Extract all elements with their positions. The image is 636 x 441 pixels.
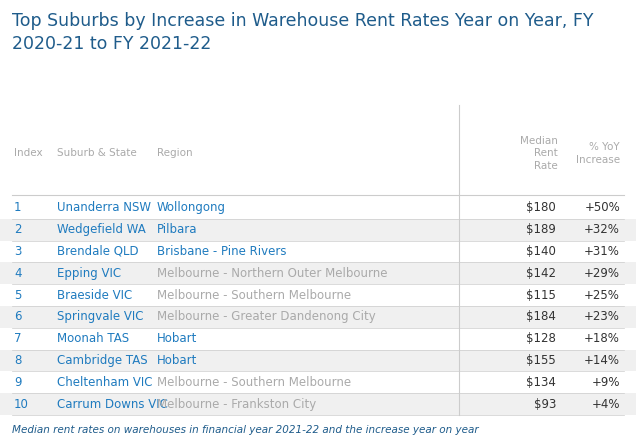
Text: $142: $142 — [526, 267, 556, 280]
Text: $128: $128 — [526, 332, 556, 345]
Text: +29%: +29% — [584, 267, 620, 280]
Text: Brisbane - Pine Rivers: Brisbane - Pine Rivers — [157, 245, 286, 258]
Text: Wedgefield WA: Wedgefield WA — [57, 223, 146, 236]
Text: +23%: +23% — [584, 310, 620, 323]
Text: Melbourne - Northern Outer Melbourne: Melbourne - Northern Outer Melbourne — [157, 267, 387, 280]
Text: Median
Rent
Rate: Median Rent Rate — [520, 136, 558, 171]
Text: 5: 5 — [14, 288, 22, 302]
Text: 7: 7 — [14, 332, 22, 345]
Text: Moonah TAS: Moonah TAS — [57, 332, 129, 345]
Text: 10: 10 — [14, 398, 29, 411]
Text: $155: $155 — [526, 354, 556, 367]
Text: 9: 9 — [14, 376, 22, 389]
Text: Region: Region — [157, 149, 193, 158]
Bar — [0, 219, 636, 241]
Text: +50%: +50% — [584, 202, 620, 214]
Bar — [0, 262, 636, 284]
Text: 6: 6 — [14, 310, 22, 323]
Text: Suburb & State: Suburb & State — [57, 149, 137, 158]
Text: Unanderra NSW: Unanderra NSW — [57, 202, 151, 214]
Text: $180: $180 — [526, 202, 556, 214]
Text: Hobart: Hobart — [157, 332, 197, 345]
Text: $115: $115 — [526, 288, 556, 302]
Text: $189: $189 — [526, 223, 556, 236]
Text: $134: $134 — [526, 376, 556, 389]
Text: Hobart: Hobart — [157, 354, 197, 367]
Text: +18%: +18% — [584, 332, 620, 345]
Text: Cheltenham VIC: Cheltenham VIC — [57, 376, 153, 389]
Bar — [0, 306, 636, 328]
Text: +31%: +31% — [584, 245, 620, 258]
Bar — [0, 350, 636, 371]
Bar — [0, 371, 636, 393]
Bar — [0, 241, 636, 262]
Text: +32%: +32% — [584, 223, 620, 236]
Text: 8: 8 — [14, 354, 22, 367]
Text: $140: $140 — [526, 245, 556, 258]
Text: Wollongong: Wollongong — [157, 202, 226, 214]
Text: Cambridge TAS: Cambridge TAS — [57, 354, 148, 367]
Text: $184: $184 — [526, 310, 556, 323]
Text: Brendale QLD: Brendale QLD — [57, 245, 139, 258]
Text: Braeside VIC: Braeside VIC — [57, 288, 132, 302]
Text: 2: 2 — [14, 223, 22, 236]
Text: Epping VIC: Epping VIC — [57, 267, 121, 280]
Text: +25%: +25% — [584, 288, 620, 302]
Text: 1: 1 — [14, 202, 22, 214]
Text: +9%: +9% — [591, 376, 620, 389]
Text: Melbourne - Southern Melbourne: Melbourne - Southern Melbourne — [157, 376, 351, 389]
Text: % YoY
Increase: % YoY Increase — [576, 142, 620, 164]
Text: Melbourne - Southern Melbourne: Melbourne - Southern Melbourne — [157, 288, 351, 302]
Text: +14%: +14% — [584, 354, 620, 367]
Text: 3: 3 — [14, 245, 22, 258]
Text: Pilbara: Pilbara — [157, 223, 198, 236]
Text: Melbourne - Greater Dandenong City: Melbourne - Greater Dandenong City — [157, 310, 376, 323]
Text: Median rent rates on warehouses in financial year 2021-22 and the increase year : Median rent rates on warehouses in finan… — [12, 425, 479, 435]
Text: 4: 4 — [14, 267, 22, 280]
Bar — [0, 328, 636, 350]
Text: Springvale VIC: Springvale VIC — [57, 310, 144, 323]
Text: Index: Index — [14, 149, 43, 158]
Text: +4%: +4% — [591, 398, 620, 411]
Text: $93: $93 — [534, 398, 556, 411]
Text: Melbourne - Frankston City: Melbourne - Frankston City — [157, 398, 316, 411]
Text: Carrum Downs VIC: Carrum Downs VIC — [57, 398, 168, 411]
Bar — [0, 284, 636, 306]
Text: Top Suburbs by Increase in Warehouse Rent Rates Year on Year, FY
2020-21 to FY 2: Top Suburbs by Increase in Warehouse Ren… — [12, 12, 593, 53]
Bar — [0, 197, 636, 219]
Bar — [0, 393, 636, 415]
